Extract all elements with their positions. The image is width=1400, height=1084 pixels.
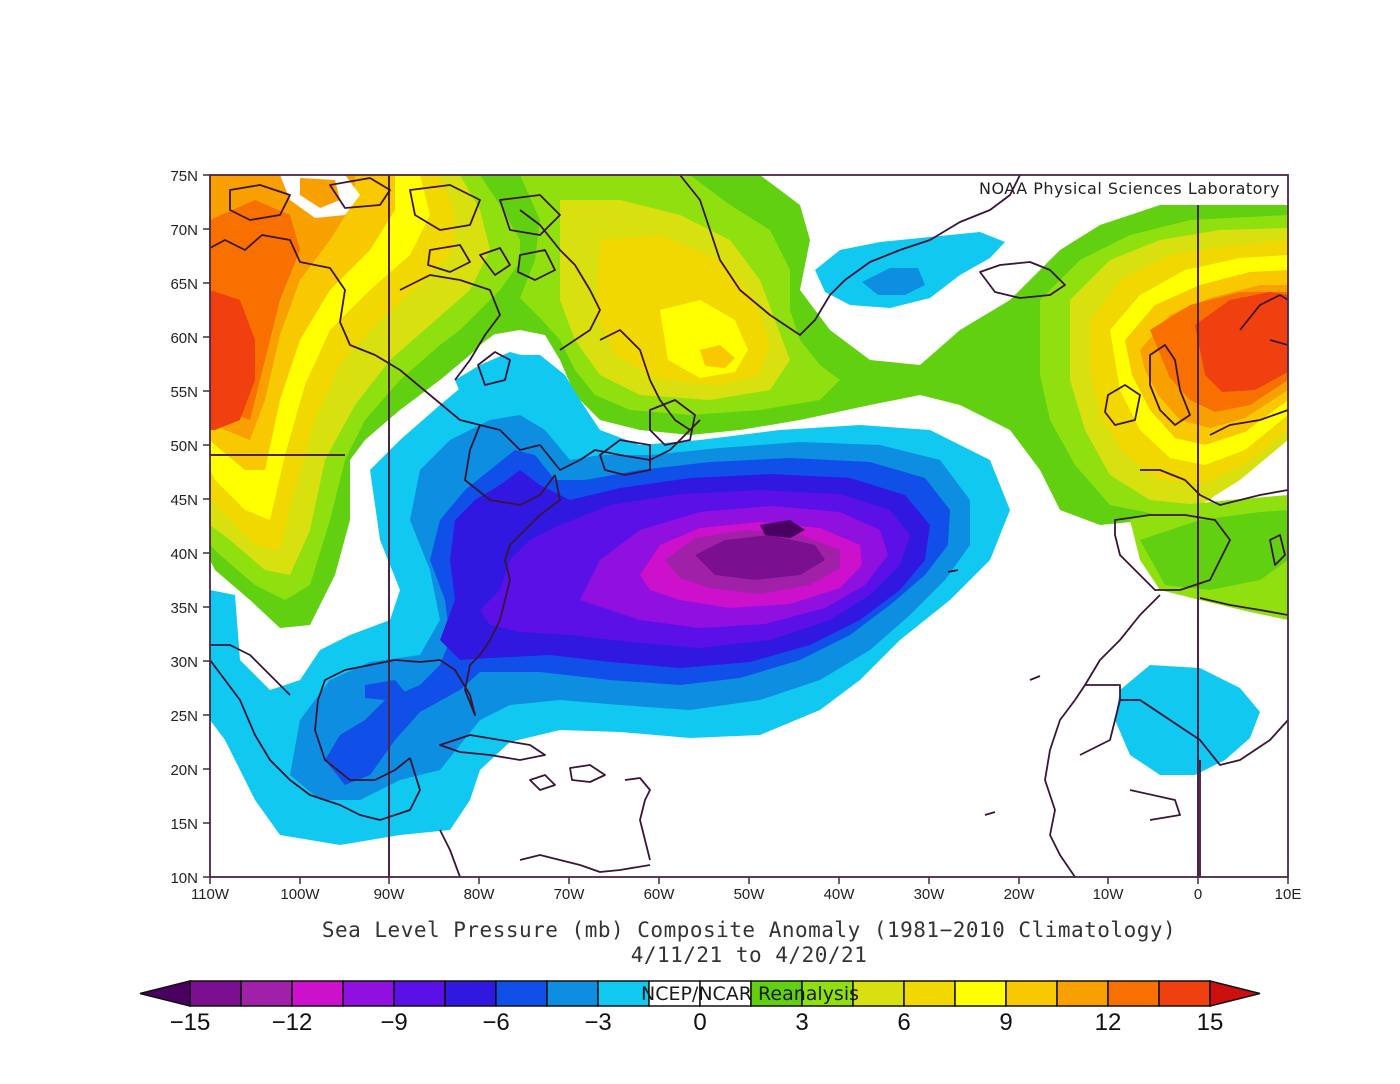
colorbar-tick-label: 6	[897, 1009, 910, 1036]
colorbar-swatch	[648, 980, 701, 1007]
colorbar-max-arrow	[1209, 980, 1261, 1007]
lat-tick-label: 50N	[170, 438, 198, 455]
longitude-axis: 110W 100W 90W 80W 70W 60W 50W 40W 30W 20…	[191, 886, 1301, 903]
lat-tick-label: 60N	[170, 330, 198, 347]
lon-tick-label: 0	[1194, 886, 1202, 903]
colorbar-swatch	[1056, 980, 1109, 1007]
colorbar-tick-label: −3	[584, 1009, 611, 1036]
meridian-lines	[210, 175, 1199, 877]
lon-tick-label: 30W	[914, 886, 946, 903]
colorbar-tick-label: 12	[1095, 1009, 1122, 1036]
credit-label: NOAA Physical Sciences Laboratory	[979, 179, 1280, 198]
lat-tick-label: 55N	[170, 384, 198, 401]
lat-tick-label: 35N	[170, 600, 198, 617]
colorbar-swatch	[954, 980, 1007, 1007]
colorbar-labels: −15 −12 −9 −6 −3 0 3 6 9 12 15	[170, 1009, 1224, 1036]
lon-tick-label: 10W	[1093, 886, 1125, 903]
colorbar-swatch	[1158, 980, 1211, 1007]
colorbar-tick-label: −9	[380, 1009, 407, 1036]
lon-tick-label: 110W	[191, 886, 230, 903]
lat-tick-label: 10N	[170, 870, 198, 887]
colorbar-swatch	[342, 980, 395, 1007]
lon-tick-label: 80W	[464, 886, 496, 903]
figure-date-range: 4/11/21 to 4/20/21	[631, 943, 868, 967]
anomaly-field	[210, 175, 1288, 877]
colorbar-swatch	[852, 980, 905, 1007]
latitude-axis: 75N 70N 65N 60N 55N 50N 45N 40N 35N 30N …	[170, 168, 198, 887]
iberia-green-region	[1130, 495, 1288, 620]
lon-tick-label: 60W	[644, 886, 676, 903]
lat-tick-label: 75N	[170, 168, 198, 185]
coastlines	[210, 175, 1288, 877]
colorbar-swatch	[546, 980, 599, 1007]
lon-tick-label: 20W	[1004, 886, 1036, 903]
lat-tick-label: 15N	[170, 816, 198, 833]
eastern-atlantic-low-region	[1115, 665, 1260, 775]
colorbar-swatch	[750, 980, 803, 1007]
lat-tick-label: 40N	[170, 546, 198, 563]
lon-tick-label: 70W	[554, 886, 586, 903]
lon-tick-label: 40W	[824, 886, 856, 903]
lon-tick-label: 90W	[374, 886, 406, 903]
atlantic-low-region	[210, 232, 1010, 845]
european-high-region	[1070, 228, 1288, 505]
lon-tick-label: 50W	[734, 886, 766, 903]
lat-tick-label: 20N	[170, 762, 198, 779]
colorbar-swatch	[1107, 980, 1160, 1007]
lon-tick-label: 10E	[1275, 886, 1302, 903]
colorbar-tick-label: 0	[693, 1009, 706, 1036]
colorbar-swatch	[1005, 980, 1058, 1007]
colorbar-swatch	[597, 980, 650, 1007]
colorbar-swatch	[444, 980, 497, 1007]
colorbar-title: NCEP/NCAR Reanalysis	[641, 983, 859, 1005]
colorbar	[139, 980, 1261, 1007]
colorbar-swatch	[240, 980, 293, 1007]
figure-title: Sea Level Pressure (mb) Composite Anomal…	[322, 918, 1176, 942]
colorbar-swatch	[291, 980, 344, 1007]
colorbar-tick-label: −12	[272, 1009, 313, 1036]
colorbar-swatch	[801, 980, 854, 1007]
lat-tick-label: 45N	[170, 492, 198, 509]
colorbar-min-arrow	[139, 980, 191, 1007]
lat-tick-label: 25N	[170, 708, 198, 725]
colorbar-tick-label: 3	[795, 1009, 808, 1036]
colorbar-tick-label: 9	[999, 1009, 1012, 1036]
colorbar-swatch	[699, 980, 752, 1007]
latitude-ticks	[203, 174, 210, 878]
lon-tick-label: 100W	[280, 886, 320, 903]
longitude-ticks	[209, 877, 1289, 884]
colorbar-swatch	[903, 980, 956, 1007]
lat-tick-label: 70N	[170, 222, 198, 239]
lat-tick-label: 30N	[170, 654, 198, 671]
colorbar-tick-label: −6	[482, 1009, 509, 1036]
colorbar-tick-label: −15	[170, 1009, 211, 1036]
colorbar-swatch	[393, 980, 446, 1007]
colorbar-swatch	[495, 980, 548, 1007]
lat-tick-label: 65N	[170, 276, 198, 293]
colorbar-tick-label: 15	[1197, 1009, 1224, 1036]
colorbar-swatch	[189, 980, 242, 1007]
